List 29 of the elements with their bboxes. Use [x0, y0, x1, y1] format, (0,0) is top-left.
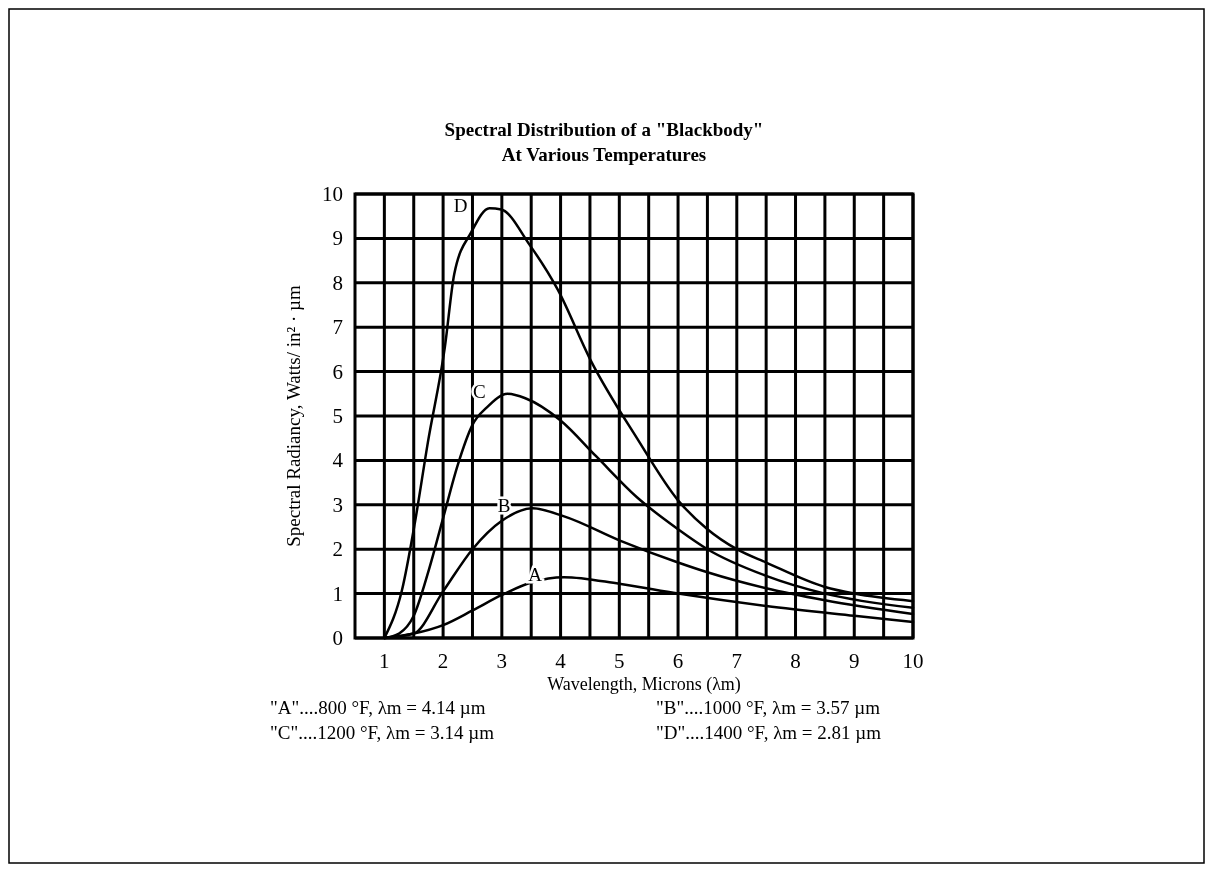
x-tick-label: 1 [379, 649, 390, 673]
y-tick-label: 10 [322, 182, 343, 206]
y-tick-label: 8 [332, 270, 343, 295]
x-axis-title: Wavelength, Microns (λm) [547, 674, 741, 695]
y-tick-label: 5 [332, 404, 343, 428]
text: "A"....800 °F, λm = 4.14 µm [270, 697, 486, 718]
y-tick-label: 2 [332, 537, 343, 562]
x-tick-label: 7 [731, 649, 743, 673]
x-tick-label: 8 [790, 649, 801, 673]
series-label: D [453, 195, 468, 217]
y-tick-label: 9 [332, 226, 343, 251]
y-tick-label: 4 [332, 448, 344, 473]
y-axis-title: Spectral Radiancy, Watts/ in² · µm [283, 285, 304, 547]
x-tick-label: 9 [849, 649, 860, 673]
x-tick-label: 6 [672, 649, 684, 673]
y-tick-label: 0 [332, 626, 343, 650]
y-tick-label: 1 [332, 581, 343, 606]
x-tick-label: 3 [496, 649, 508, 673]
x-tick-label: 2 [437, 649, 449, 673]
x-tick-label: 5 [614, 649, 625, 673]
y-tick-label: 3 [332, 492, 343, 517]
text: "B"....1000 °F, λm = 3.57 µm [656, 697, 881, 718]
y-tick-label: 6 [332, 359, 343, 384]
x-tick-label: 4 [555, 649, 567, 673]
text: "C"....1200 °F, λm = 3.14 µm [270, 722, 495, 743]
text: "D"....1400 °F, λm = 2.81 µm [656, 722, 882, 743]
x-tick-label: 10 [902, 649, 924, 673]
y-tick-label: 7 [332, 315, 343, 340]
chart-title: Spectral Distribution of a "Blackbody" At Various Temperatures [444, 119, 764, 165]
